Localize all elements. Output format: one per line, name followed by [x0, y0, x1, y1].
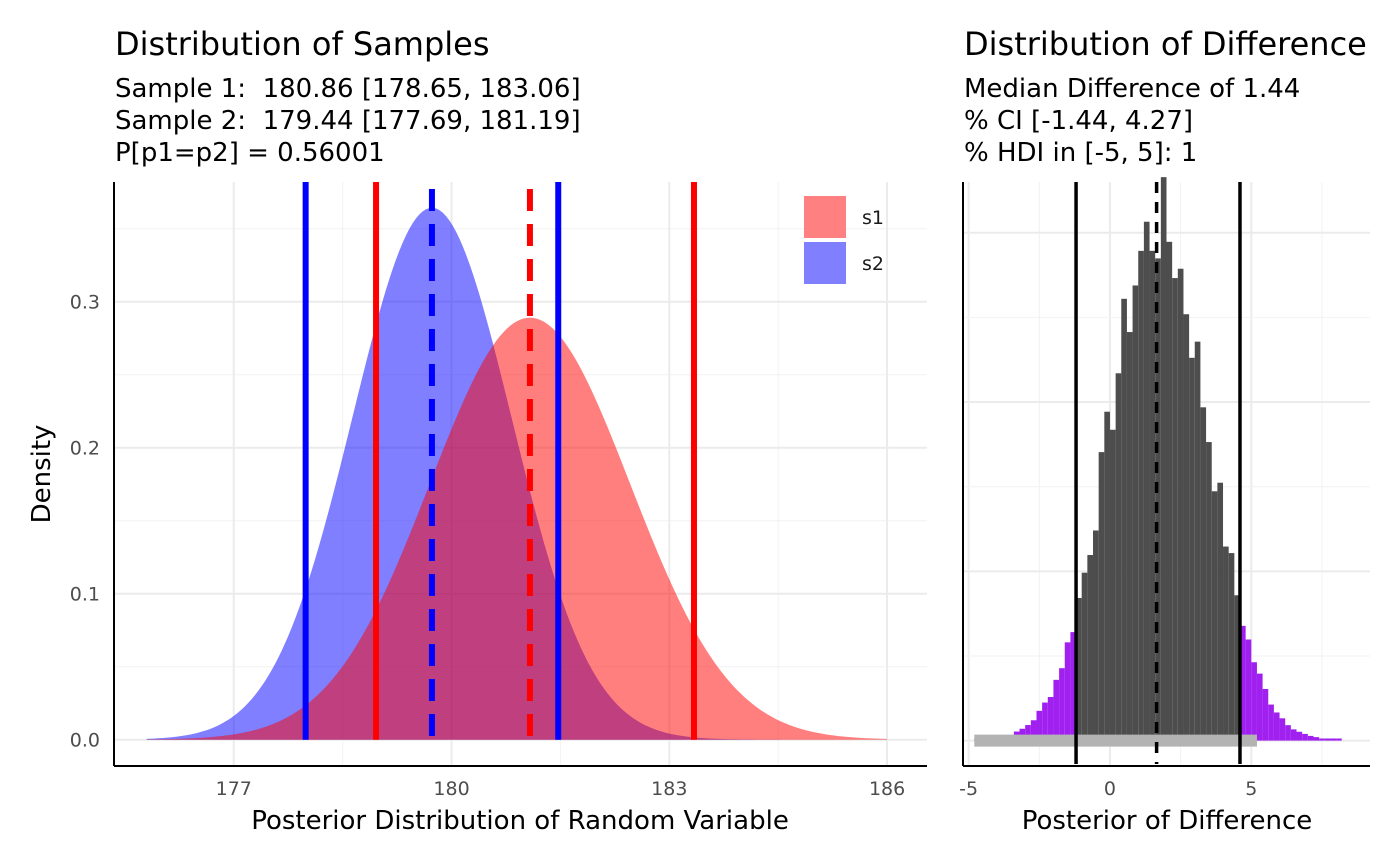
samples-subtitle-3: P[p1=p2] = 0.56001 [115, 138, 385, 168]
histogram-bar [1081, 572, 1088, 741]
histogram-bar [1155, 258, 1161, 741]
x-tick-label: 0 [1104, 778, 1116, 800]
samples-subtitle-2: Sample 2: 179.44 [177.69, 181.19] [115, 106, 581, 136]
histogram-bar [1268, 704, 1274, 741]
histogram-bar [1053, 679, 1060, 741]
samples-subtitle-1: Sample 1: 180.86 [178.65, 183.06] [115, 74, 581, 104]
histogram-bar [1121, 298, 1127, 741]
hdi-range-bar [974, 734, 1257, 747]
samples-chart: Distribution of Samples Sample 1: 180.86… [27, 25, 927, 836]
samples-interval-lines [302, 182, 697, 740]
histogram-bar [1109, 429, 1116, 741]
histogram-bar [1206, 442, 1212, 741]
histogram-bar [1200, 407, 1207, 741]
histogram-bar [1104, 411, 1110, 741]
samples-density-areas [146, 207, 888, 740]
legend-label-s2: s2 [862, 253, 884, 275]
histogram-bar [1234, 595, 1240, 741]
histogram-bar [1217, 482, 1224, 741]
histogram-bar [1324, 738, 1331, 741]
x-tick-label: 5 [1245, 778, 1257, 800]
difference-x-axis-title: Posterior of Difference [1022, 806, 1313, 836]
legend-key-s2 [804, 242, 846, 284]
y-tick-label: 0.2 [70, 438, 100, 460]
histogram-bar [1296, 731, 1303, 741]
x-tick-label: 180 [433, 778, 469, 800]
histogram-bar [1183, 314, 1190, 741]
histogram-bar [1228, 553, 1235, 741]
histogram-bar [1138, 250, 1144, 741]
histogram-bar [1160, 177, 1167, 741]
samples-legend: s1 s2 [804, 196, 884, 284]
histogram-bar [1279, 718, 1286, 741]
histogram-bar [1025, 725, 1031, 741]
histogram-bar [1070, 632, 1077, 741]
histogram-bar [1036, 710, 1043, 741]
histogram-bar [1149, 250, 1156, 741]
histogram-bar [1239, 625, 1246, 741]
histogram-bar [1256, 673, 1263, 741]
histogram-bar [1143, 221, 1150, 741]
histogram-bar [1262, 688, 1269, 741]
histogram-bar [1098, 452, 1105, 741]
histogram-bar [1132, 285, 1139, 741]
histogram-bar [1313, 737, 1320, 741]
samples-y-axis-title: Density [27, 425, 57, 524]
histogram-bar [1087, 555, 1094, 741]
histogram-bar [1115, 373, 1122, 741]
histogram-bar [1285, 725, 1291, 741]
difference-subtitle-2: % CI [-1.44, 4.27] [964, 106, 1193, 136]
samples-tick-labels: 177 180 183 186 0.0 0.1 0.2 0.3 [70, 292, 905, 800]
histogram-bar [1194, 341, 1201, 741]
difference-chart: Distribution of Difference Median Differ… [959, 25, 1370, 836]
difference-title: Distribution of Difference [964, 25, 1367, 63]
difference-interval-lines [1074, 182, 1242, 764]
histogram-bar [1273, 712, 1280, 741]
histogram-bar [1319, 738, 1325, 741]
histogram-bar [1245, 639, 1252, 741]
difference-histogram [974, 177, 1342, 747]
samples-x-axis-title: Posterior Distribution of Random Variabl… [251, 806, 789, 836]
difference-subtitle-1: Median Difference of 1.44 [964, 74, 1300, 104]
histogram-bar [1251, 662, 1257, 741]
x-tick-label: 177 [216, 778, 252, 800]
histogram-bar [1059, 668, 1065, 741]
histogram-bar [1064, 642, 1071, 741]
histogram-bar [1302, 733, 1308, 741]
histogram-bar [1336, 738, 1342, 741]
histogram-bar [1030, 720, 1037, 741]
histogram-bar [1189, 357, 1195, 741]
legend-label-s1: s1 [862, 207, 884, 229]
y-tick-label: 0.1 [70, 584, 100, 606]
y-tick-label: 0.0 [70, 730, 100, 752]
histogram-bar [1166, 241, 1173, 741]
y-tick-label: 0.3 [70, 292, 100, 314]
x-tick-label: -5 [959, 778, 978, 800]
histogram-bar [1093, 530, 1099, 741]
histogram-bar [1172, 278, 1178, 741]
histogram-bar [1042, 702, 1048, 741]
histogram-bar [1290, 729, 1297, 741]
samples-title: Distribution of Samples [115, 25, 490, 63]
histogram-bar [1177, 268, 1184, 741]
histogram-bar [1076, 597, 1082, 741]
density-area-s1 [146, 317, 888, 740]
histogram-bar [1307, 735, 1314, 741]
x-tick-label: 183 [651, 778, 687, 800]
difference-tick-labels: -5 0 5 [959, 778, 1257, 800]
histogram-bar [1047, 696, 1054, 741]
histogram-bar [1126, 332, 1133, 741]
histogram-bar [1223, 546, 1229, 741]
legend-key-s1 [804, 196, 846, 238]
x-tick-label: 186 [869, 778, 905, 800]
difference-subtitle-3: % HDI in [-5, 5]: 1 [964, 138, 1197, 168]
histogram-bar [1211, 491, 1218, 741]
histogram-bar [1330, 738, 1337, 741]
